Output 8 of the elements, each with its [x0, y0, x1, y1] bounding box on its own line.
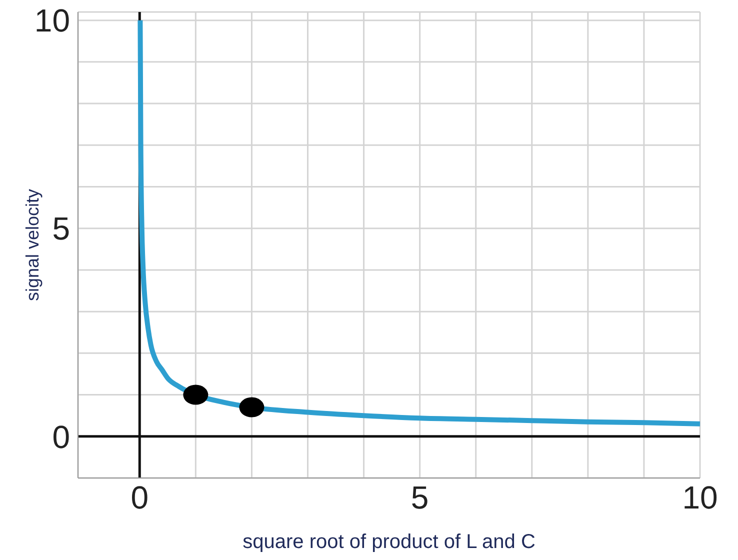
y-tick-label: 10: [34, 2, 70, 39]
x-tick-label: 10: [682, 480, 718, 516]
x-tick-label: 0: [130, 480, 149, 516]
x-axis-title: square root of product of L and C: [242, 531, 536, 553]
y-tick-label: 0: [52, 418, 70, 455]
x-tick-label: 5: [410, 480, 429, 516]
y-tick-label: 5: [52, 210, 70, 247]
y-axis-title: signal velocity: [22, 188, 42, 302]
